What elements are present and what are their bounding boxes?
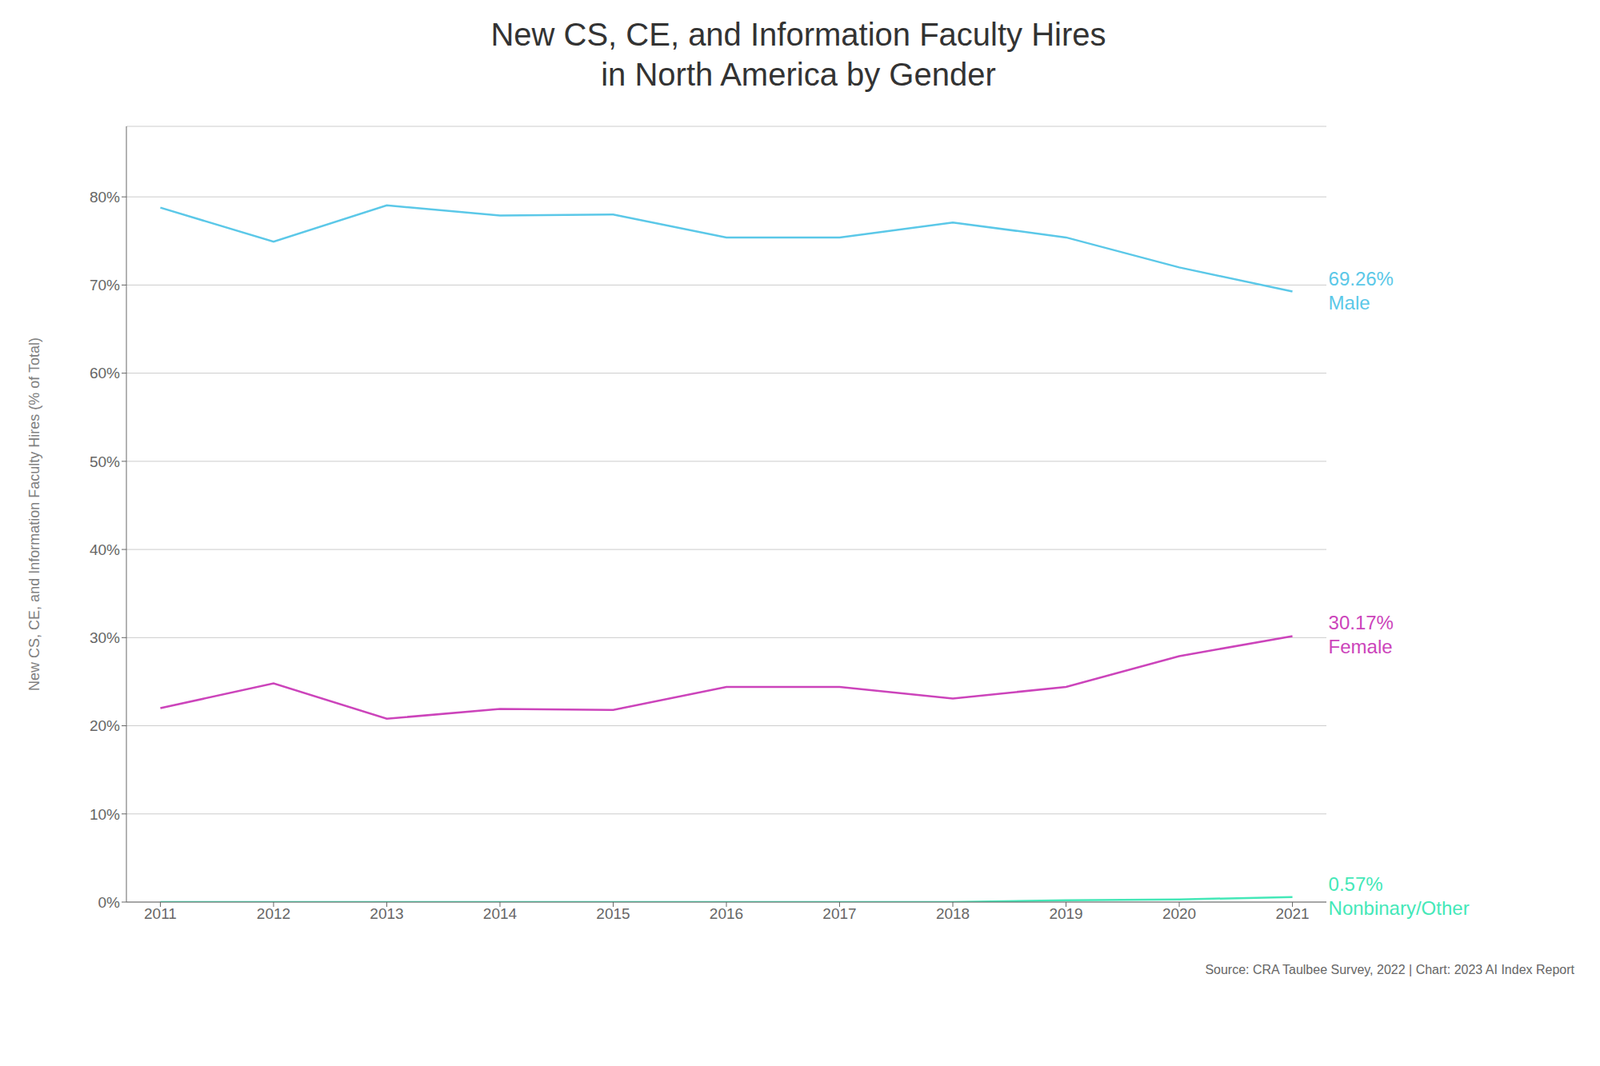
html-text:New CS, CE, and Information Fa: New CS, CE, and Information Faculty Hire… [490, 16, 1107, 52]
svg-text:2019: 2019 [1048, 905, 1083, 923]
svg-text:New CS, CE, and Information Fa: New CS, CE, and Information Faculty Hire… [26, 337, 43, 692]
html-text:Source: CRA Taulbee Survey, 20: Source: CRA Taulbee Survey, 2022 | Chart… [1205, 963, 1575, 977]
svg-text:2013: 2013 [369, 905, 404, 923]
svg-text:2012: 2012 [256, 905, 291, 923]
svg-text:10%: 10% [89, 806, 120, 824]
svg-text:0%: 0% [98, 894, 121, 912]
svg-text:2018: 2018 [936, 905, 970, 923]
svg-text:30.17%: 30.17% [1328, 612, 1394, 634]
svg-text:2020: 2020 [1162, 905, 1196, 923]
svg-text:50%: 50% [89, 453, 120, 471]
svg-text:40%: 40% [89, 541, 120, 559]
svg-text:69.26%: 69.26% [1328, 268, 1394, 290]
svg-text:Female: Female [1328, 636, 1393, 658]
svg-text:Male: Male [1328, 292, 1371, 314]
svg-text:0.57%: 0.57% [1328, 873, 1384, 896]
svg-text:Nonbinary/Other: Nonbinary/Other [1328, 897, 1470, 920]
svg-text:2015: 2015 [596, 905, 630, 923]
svg-text:70%: 70% [89, 276, 120, 294]
svg-text:20%: 20% [89, 717, 120, 735]
svg-text:2011: 2011 [144, 905, 177, 923]
svg-text:2014: 2014 [483, 905, 518, 923]
svg-text:2016: 2016 [709, 905, 744, 923]
html-text:in North America by Gender: in North America by Gender [600, 56, 996, 92]
svg-text:30%: 30% [89, 629, 120, 647]
svg-text:2017: 2017 [822, 905, 856, 923]
svg-text:80%: 80% [89, 188, 120, 206]
svg-text:60%: 60% [89, 364, 120, 382]
svg-text:2021: 2021 [1275, 905, 1309, 923]
